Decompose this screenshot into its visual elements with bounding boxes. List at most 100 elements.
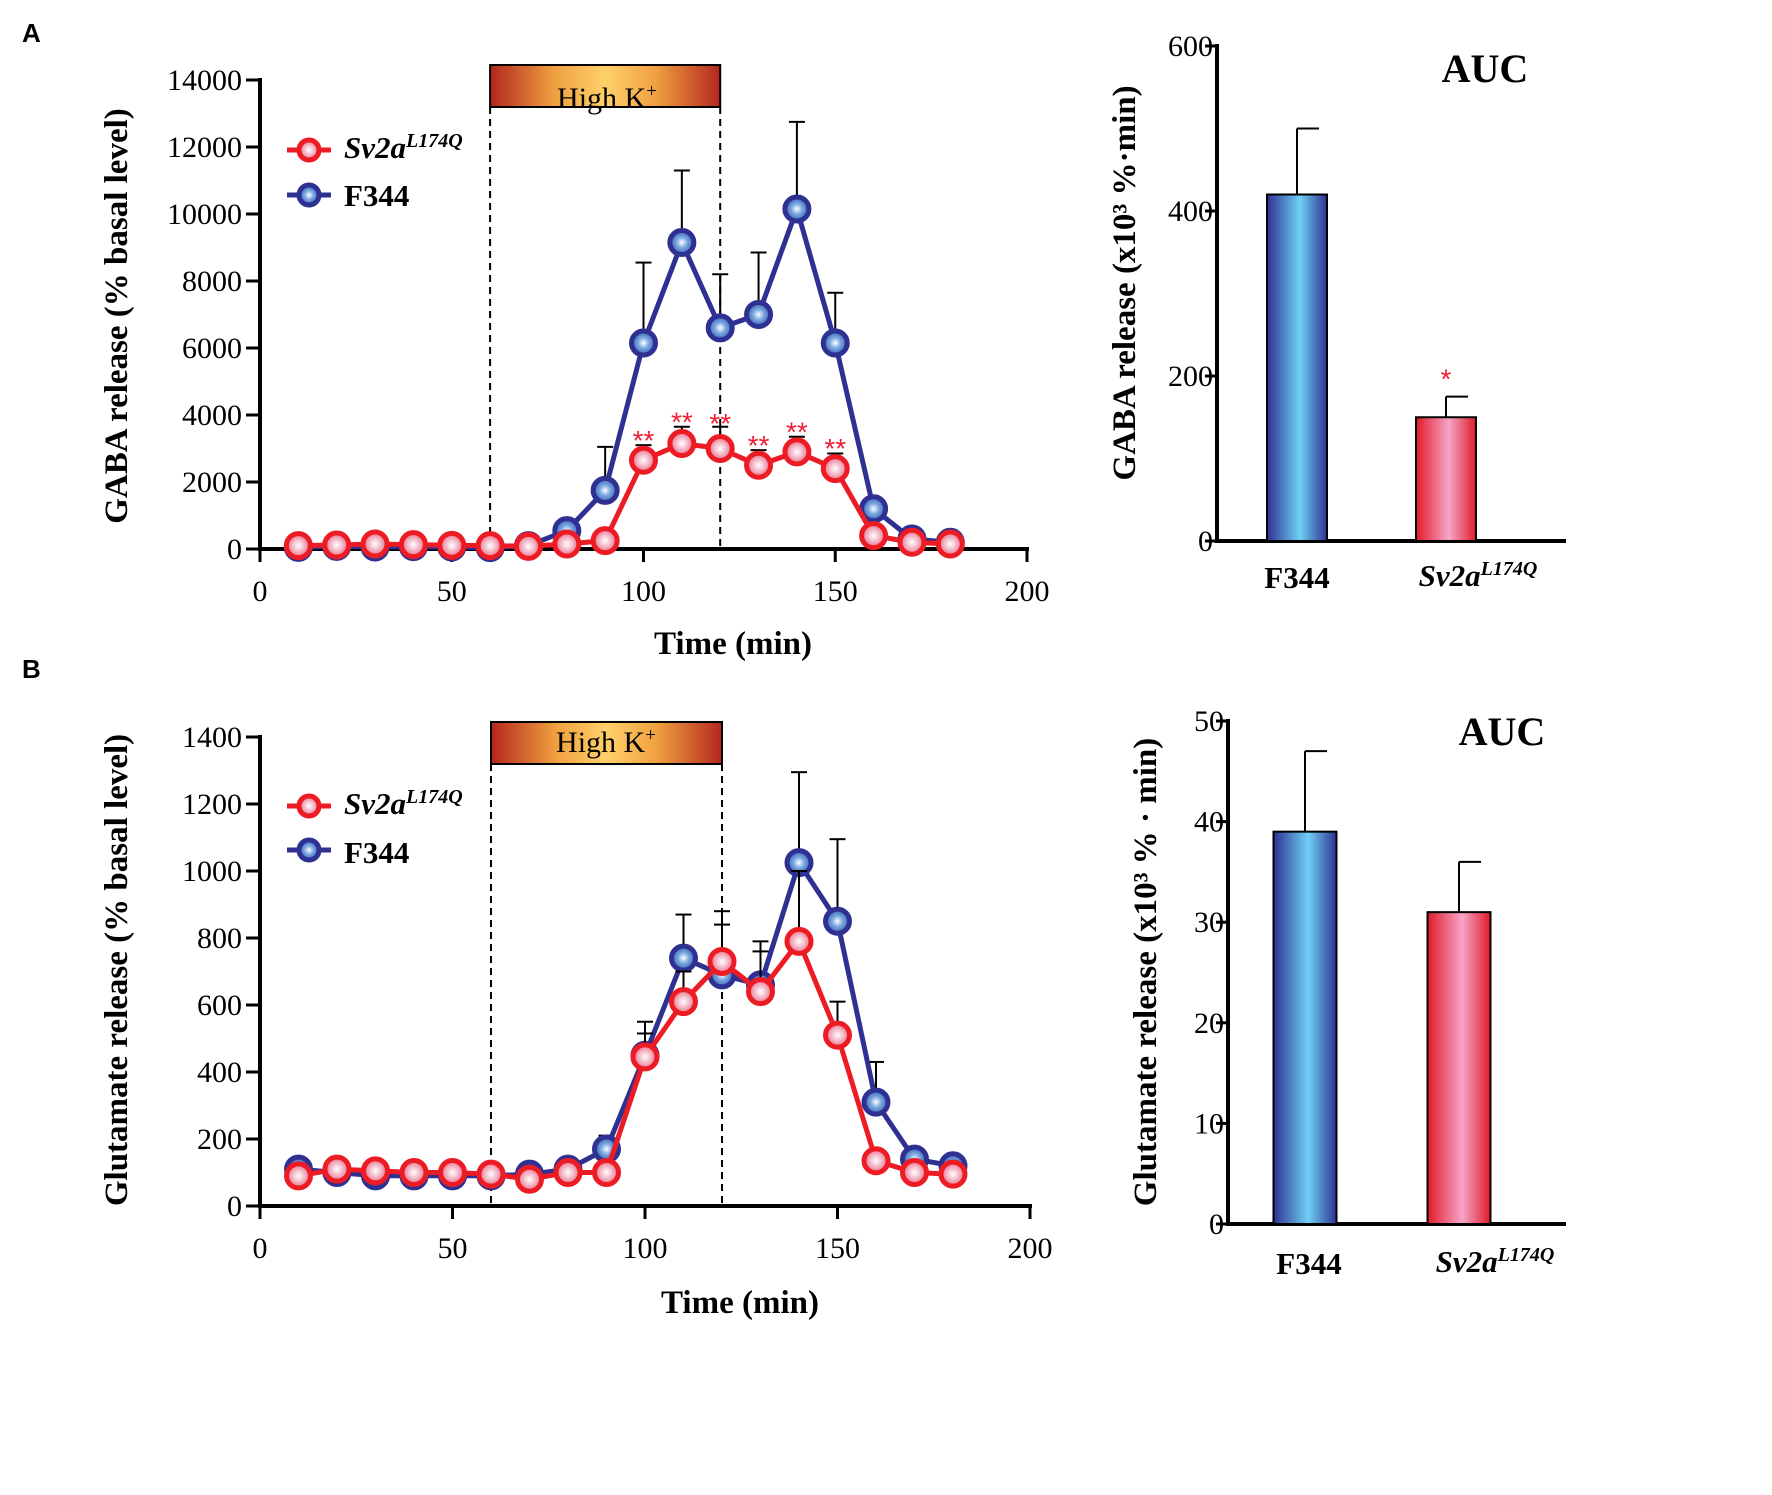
chart-a-sv2a-data-point (475, 531, 505, 561)
chart-b-stimulus-label: High K+ (556, 725, 656, 759)
chart-b-sv2a-series-line (298, 938, 954, 1182)
chart-a-sv2a-data-point (398, 530, 428, 560)
chart-b-auc-y-tick-label: 50 (1194, 705, 1224, 738)
chart-b-sv2a-data-point (707, 946, 737, 976)
chart-b-sv2a-data-point (592, 1158, 621, 1187)
chart-a-stimulus-band (489, 64, 722, 108)
panel-label-b: B (22, 654, 41, 684)
chart-b-sv2a-data-point (438, 1158, 467, 1187)
chart-b-y-tick-label: 1000 (182, 855, 242, 888)
chart-b-auc-y-tick-label: 10 (1194, 1107, 1224, 1140)
chart-a-x-tick-label: 200 (1005, 575, 1050, 608)
chart-a-y-tick-label: 4000 (182, 399, 242, 432)
chart-a-auc-f344-bar (1266, 193, 1328, 542)
chart-a-sv2a-data-point (820, 454, 850, 484)
chart-b-sv2a-data-point (900, 1158, 929, 1187)
panel-label-a: A (22, 18, 41, 48)
chart-a-auc-y-tick-label: 600 (1168, 30, 1213, 63)
chart-b-sv2a-data-point (630, 1042, 660, 1072)
chart-b-sv2a-data-point (784, 926, 814, 956)
chart-a-y-tick-label: 14000 (167, 64, 242, 97)
chart-a-auc-significance-mark: * (1441, 364, 1452, 395)
chart-b-auc-category-sv2a: Sv2aL174Q (1436, 1244, 1555, 1279)
chart-a-y-tick-label: 2000 (182, 466, 242, 499)
chart-b-y-axis-title: Glutamate release (% basal level) (99, 734, 135, 1206)
chart-b-y-tick-label: 200 (197, 1123, 242, 1156)
chart-b-x-axis-title: Time (min) (661, 1285, 819, 1321)
chart-a-sv2a-data-point (283, 531, 313, 561)
chart-b-sv2a-data-point (823, 1020, 852, 1050)
chart-b-legend-label-f344: F344 (344, 835, 409, 870)
chart-b-legend-label-sv2a: Sv2aL174Q (344, 786, 463, 821)
chart-b-sv2a-data-point (553, 1158, 583, 1187)
chart-a-f344-data-point (859, 494, 889, 524)
chart-a-time-course: GABA release (% basal level) Time (min) … (99, 64, 1050, 662)
chart-a-auc-title: AUC (1442, 46, 1529, 91)
chart-b-auc-y-tick-label: 40 (1194, 806, 1224, 839)
chart-a-sv2a-data-point (552, 529, 582, 559)
chart-a-significance-mark: ** (709, 408, 731, 439)
chart-a-auc-y-axis-title: GABA release (x10³ %·min) (1107, 85, 1143, 480)
chart-b-x-tick-label: 0 (253, 1232, 268, 1265)
chart-a-sv2a-data-point (360, 529, 390, 559)
chart-a-legend-label-sv2a: Sv2aL174Q (344, 130, 463, 165)
chart-a-sv2a-data-point (744, 450, 774, 480)
chart-b-sv2a-data-point (399, 1158, 429, 1187)
chart-b-auc-y-tick-label: 0 (1209, 1208, 1224, 1241)
chart-a-y-tick-label: 10000 (167, 198, 242, 231)
chart-a-auc-y-tick-label: 400 (1168, 195, 1213, 228)
chart-a-sv2a-data-point (437, 530, 467, 560)
chart-b-y-tick-label: 1400 (182, 721, 242, 754)
chart-a-f344-data-point (590, 475, 620, 505)
chart-a-y-tick-label: 8000 (182, 265, 242, 298)
chart-b-auc: Glutamate release (x10³ % · min) AUC F34… (1128, 705, 1566, 1281)
chart-a-f344-data-point (782, 194, 812, 224)
chart-a-sv2a-data-point (322, 530, 352, 560)
chart-b-x-tick-label: 150 (815, 1232, 860, 1265)
chart-a-f344-data-point (705, 313, 735, 343)
chart-a-significance-mark: ** (633, 425, 655, 456)
chart-a-significance-mark: ** (824, 433, 846, 464)
chart-a-significance-mark: ** (786, 416, 808, 447)
chart-a-x-tick-label: 100 (621, 575, 666, 608)
chart-b-auc-y-tick-label: 20 (1194, 1007, 1224, 1040)
chart-b-auc-title: AUC (1459, 709, 1546, 754)
chart-b-auc-category-f344: F344 (1276, 1246, 1341, 1281)
chart-a-auc: GABA release (x10³ %·min) AUC F344 Sv2aL… (1107, 30, 1566, 595)
chart-b-f344-data-point (669, 943, 698, 973)
chart-a-x-tick-label: 0 (253, 575, 268, 608)
chart-b-y-tick-label: 1200 (182, 788, 242, 821)
chart-a-y-tick-label: 0 (227, 533, 242, 566)
chart-a-sv2a-data-point (897, 527, 927, 557)
chart-a-f344-data-point (667, 227, 697, 257)
chart-a-x-axis-title: Time (min) (654, 626, 812, 662)
chart-b-sv2a-data-point (938, 1159, 968, 1189)
chart-a-sv2a-data-point (629, 445, 658, 475)
chart-b-y-tick-label: 0 (227, 1190, 242, 1223)
chart-a-y-axis-title: GABA release (% basal level) (99, 108, 135, 524)
chart-a-significance-mark: ** (671, 406, 693, 437)
chart-b-auc-sv2a-bar (1426, 911, 1492, 1225)
chart-b-f344-data-point (861, 1087, 891, 1117)
chart-b-x-tick-label: 200 (1008, 1232, 1053, 1265)
chart-b-y-tick-label: 800 (197, 922, 242, 955)
chart-a-sv2a-data-point (705, 434, 735, 463)
chart-a-x-tick-label: 150 (813, 575, 858, 608)
chart-b-sv2a-data-point (515, 1164, 544, 1194)
chart-b-y-tick-label: 400 (197, 1056, 242, 1089)
chart-a-legend-marker-sv2a (296, 137, 322, 163)
chart-a-sv2a-data-point (782, 437, 812, 467)
chart-a-auc-category-f344: F344 (1264, 560, 1329, 595)
chart-a-significance-mark: ** (748, 430, 770, 461)
chart-a-auc-y-tick-label: 0 (1198, 525, 1213, 558)
chart-a-x-tick-label: 50 (437, 575, 467, 608)
chart-b-time-course: Glutamate release (% basal level) Time (… (99, 721, 1053, 1321)
chart-b-stimulus-band (490, 721, 723, 765)
chart-a-f344-data-point (629, 328, 658, 358)
chart-b-sv2a-data-point (361, 1156, 390, 1186)
chart-b-legend-marker-sv2a (296, 793, 322, 819)
chart-a-sv2a-data-point (859, 521, 889, 551)
chart-b-auc-f344-bar (1272, 830, 1338, 1225)
chart-b-f344-data-point (823, 906, 852, 936)
